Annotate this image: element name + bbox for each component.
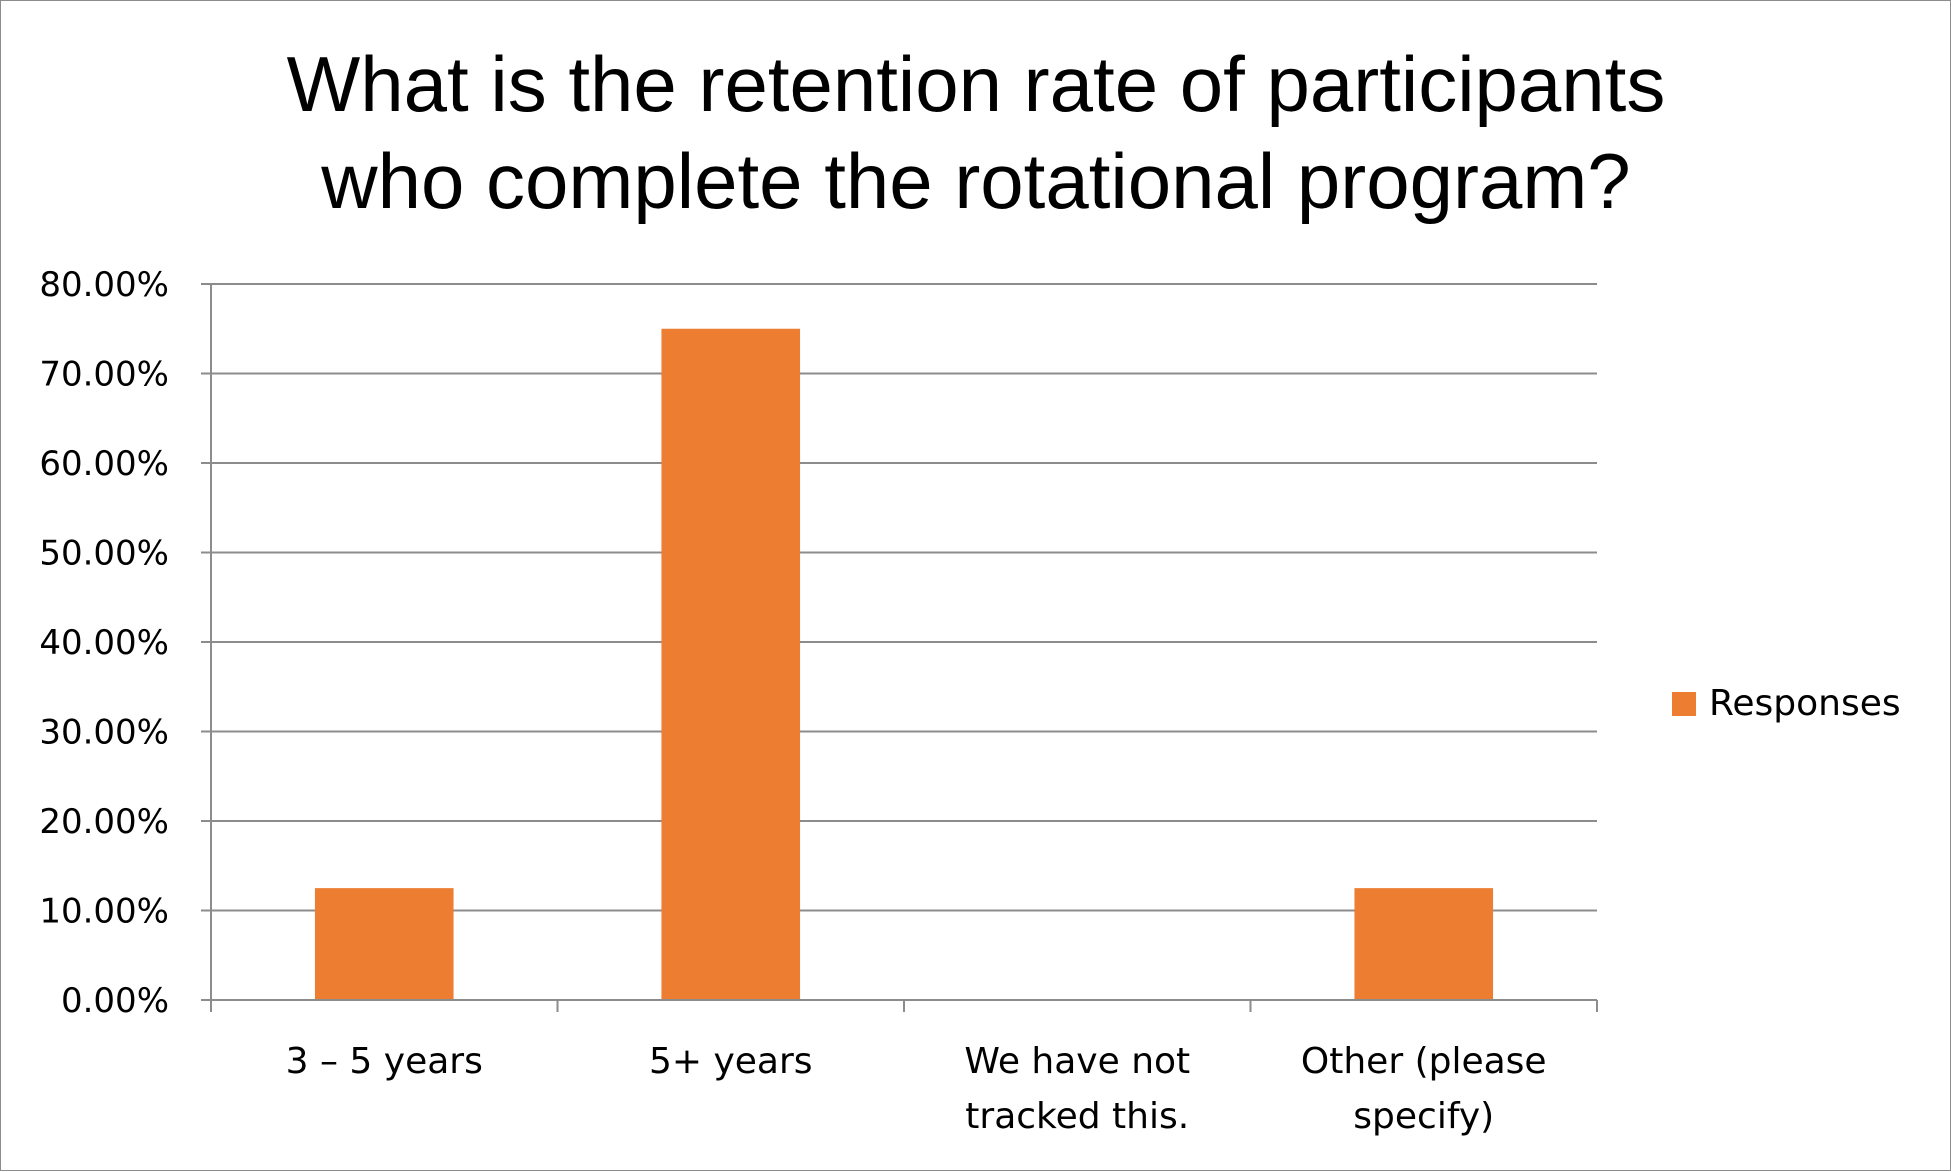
legend-swatch (1672, 692, 1696, 716)
bar (1354, 888, 1494, 1000)
gridlines (211, 283, 1597, 912)
chart-title: What is the retention rate of participan… (287, 40, 1666, 225)
x-category-label: We have not (964, 1041, 1190, 1082)
y-tick-label: 50.00% (39, 534, 169, 574)
x-category-label: Other (please (1301, 1041, 1547, 1082)
y-tick-label: 30.00% (39, 713, 169, 753)
y-tick-label: 10.00% (39, 892, 169, 932)
x-axis-category-labels: 3 – 5 years 5+ years We have not tracked th… (286, 1041, 1547, 1137)
legend-label: Responses (1709, 683, 1901, 724)
bar (314, 888, 454, 1000)
chart-title-line-1: What is the retention rate of participan… (287, 40, 1666, 128)
y-tick-label: 60.00% (39, 444, 169, 484)
y-tick-label: 0.00% (61, 981, 169, 1021)
y-tick-label: 70.00% (39, 355, 169, 395)
axes (201, 283, 1598, 1012)
x-category-label: 3 – 5 years (286, 1041, 483, 1082)
legend: Responses (1672, 683, 1901, 724)
bars (314, 328, 1494, 1000)
chart-title-line-2: who complete the rotational program? (320, 137, 1630, 225)
y-tick-label: 40.00% (39, 623, 169, 663)
x-category-label: specify) (1353, 1096, 1494, 1137)
x-category-label: tracked this. (965, 1096, 1189, 1137)
bar (661, 328, 801, 1000)
x-category-label: 5+ years (649, 1041, 813, 1082)
y-tick-label: 80.00% (39, 265, 169, 305)
y-tick-label: 20.00% (39, 802, 169, 842)
y-axis-tick-labels: 0.00% 10.00% 20.00% 30.00% 40.00% 50.00% 60.00… (39, 265, 169, 1021)
